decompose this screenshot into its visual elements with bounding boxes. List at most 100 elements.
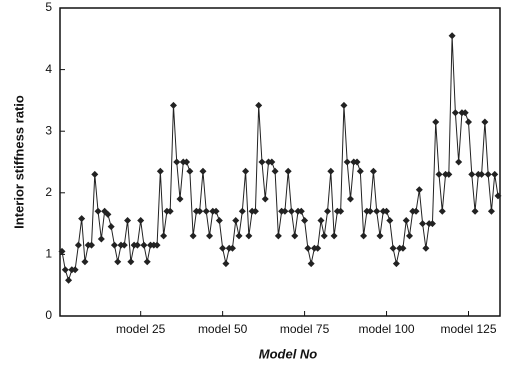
data-point — [491, 170, 499, 178]
data-point — [373, 207, 381, 215]
data-point — [61, 266, 69, 274]
data-point — [120, 241, 128, 249]
data-point — [412, 207, 420, 215]
data-point — [389, 244, 397, 252]
y-tick-label: 1 — [45, 247, 52, 261]
data-point — [74, 241, 82, 249]
data-point — [301, 217, 309, 225]
data-line — [61, 35, 499, 282]
data-point — [432, 118, 440, 126]
data-point — [343, 158, 351, 166]
data-point — [176, 195, 184, 203]
data-point — [97, 235, 105, 243]
data-point — [471, 207, 479, 215]
data-point — [153, 241, 161, 249]
data-point — [196, 207, 204, 215]
data-point — [337, 207, 345, 215]
data-point — [455, 158, 463, 166]
data-point — [258, 158, 266, 166]
data-point — [297, 207, 305, 215]
data-point — [88, 241, 96, 249]
y-tick-label: 2 — [45, 185, 52, 199]
plot-frame — [59, 7, 501, 317]
data-point — [114, 258, 122, 266]
data-point — [320, 232, 328, 240]
data-point — [386, 217, 394, 225]
data-point — [481, 118, 489, 126]
data-point — [58, 247, 66, 255]
data-point — [494, 192, 502, 200]
data-point — [94, 207, 102, 215]
y-tick-label: 0 — [45, 308, 52, 322]
y-tick-label: 5 — [45, 0, 52, 14]
data-point — [478, 170, 486, 178]
data-point — [340, 101, 348, 109]
data-point — [304, 244, 312, 252]
data-point — [284, 167, 292, 175]
data-point — [487, 207, 495, 215]
data-point — [107, 223, 115, 231]
data-point — [271, 167, 279, 175]
x-tick-label: model 100 — [359, 322, 415, 336]
data-point — [212, 207, 220, 215]
x-tick-label: model 125 — [440, 322, 496, 336]
data-point — [127, 258, 135, 266]
data-point — [369, 167, 377, 175]
data-point — [232, 217, 240, 225]
data-point — [464, 118, 472, 126]
data-point — [281, 207, 289, 215]
data-point — [383, 207, 391, 215]
data-point — [402, 217, 410, 225]
data-point — [189, 232, 197, 240]
data-point — [330, 232, 338, 240]
data-point — [71, 266, 79, 274]
data-point — [235, 232, 243, 240]
data-point — [360, 232, 368, 240]
data-point — [186, 167, 194, 175]
x-axis-title: Model No — [259, 346, 318, 361]
data-point — [238, 207, 246, 215]
data-point — [346, 195, 354, 203]
data-point — [376, 232, 384, 240]
x-tick-label: model 75 — [280, 322, 330, 336]
data-point — [287, 207, 295, 215]
x-tick-label: model 25 — [116, 322, 166, 336]
y-tick-label: 3 — [45, 123, 52, 137]
data-point — [261, 195, 269, 203]
data-point — [274, 232, 282, 240]
data-point — [140, 241, 148, 249]
data-point — [451, 109, 459, 117]
data-point — [228, 244, 236, 252]
data-point — [104, 210, 112, 218]
data-point — [314, 244, 322, 252]
data-point — [173, 158, 181, 166]
data-point — [317, 217, 325, 225]
data-point — [419, 220, 427, 228]
data-point — [392, 260, 400, 268]
data-point — [356, 167, 364, 175]
data-point — [143, 258, 151, 266]
data-point — [222, 260, 230, 268]
data-point — [405, 232, 413, 240]
data-point — [242, 167, 250, 175]
data-point — [124, 217, 132, 225]
data-point — [110, 241, 118, 249]
data-point — [245, 232, 253, 240]
data-point — [445, 170, 453, 178]
data-point — [183, 158, 191, 166]
data-point — [422, 244, 430, 252]
x-tick-label: model 50 — [198, 322, 248, 336]
data-point — [484, 170, 492, 178]
data-point — [199, 167, 207, 175]
data-point — [324, 207, 332, 215]
data-point — [448, 32, 456, 40]
data-point — [366, 207, 374, 215]
data-point — [251, 207, 259, 215]
data-point — [428, 220, 436, 228]
y-axis-title: Interior stiffness ratio — [11, 95, 26, 229]
data-point — [291, 232, 299, 240]
data-point — [438, 207, 446, 215]
data-point — [160, 232, 168, 240]
data-point — [91, 170, 99, 178]
